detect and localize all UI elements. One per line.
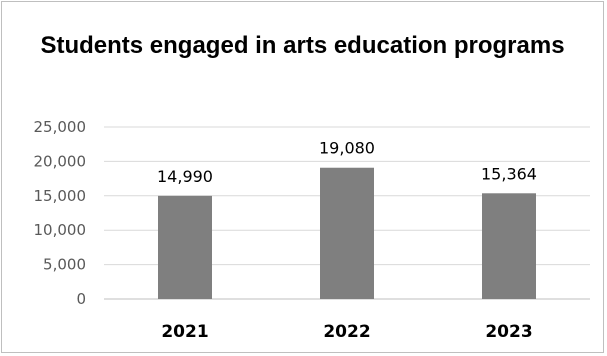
chart-title: Students engaged in arts education progr… (40, 32, 565, 59)
x-category-label: 2022 (323, 322, 370, 342)
data-label: 19,080 (319, 139, 375, 158)
data-label: 15,364 (481, 164, 537, 183)
y-tick-label: 20,000 (34, 152, 87, 170)
bar (320, 167, 374, 299)
y-tick-label: 25,000 (34, 118, 87, 136)
y-tick-label: 5,000 (43, 256, 86, 274)
x-category-label: 2023 (485, 322, 532, 342)
y-tick-label: 0 (76, 290, 86, 308)
y-tick-label: 15,000 (34, 187, 87, 205)
bar (158, 195, 212, 299)
bar (482, 193, 536, 299)
x-category-label: 2021 (161, 322, 208, 342)
data-label: 14,990 (157, 167, 213, 186)
y-tick-label: 10,000 (34, 221, 87, 239)
